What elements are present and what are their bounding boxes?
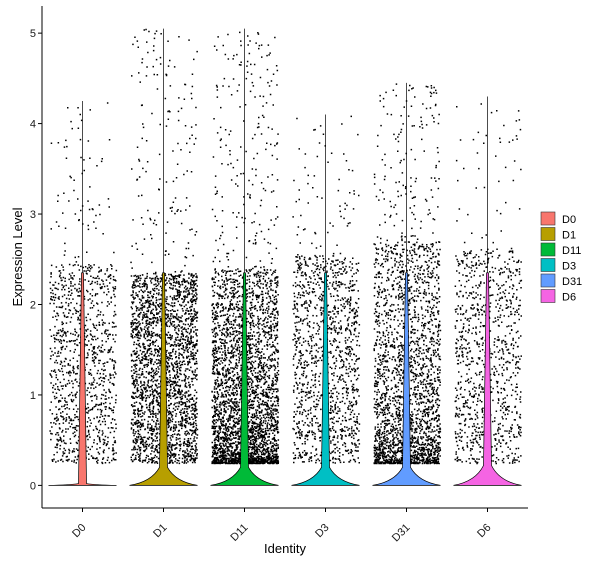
legend-swatch-D1: [540, 227, 556, 241]
points-path-D1: [130, 28, 199, 465]
x-ticks: D0 D1 D11 D3 D31 D6: [70, 508, 494, 545]
axes: [41, 6, 528, 509]
violin-D3: [291, 272, 360, 486]
x-tick-label-D31: D31: [390, 522, 413, 545]
points-path-D0: [49, 102, 118, 465]
legend-label-D31: D31: [562, 276, 582, 288]
x-axis-title: Identity: [264, 541, 306, 556]
y-axis-title: Expression Level: [10, 207, 25, 306]
legend-label-D1: D1: [562, 230, 576, 242]
x-tick-label-D1: D1: [151, 522, 169, 540]
legend-swatch-D11: [540, 242, 556, 257]
points-D11: [211, 31, 280, 465]
points-D0: [49, 102, 118, 465]
x-tick-label-D11: D11: [228, 522, 250, 544]
legend-label-D11: D11: [562, 245, 581, 257]
points-D1: [130, 28, 199, 465]
violin-D31: [372, 272, 441, 486]
legend-swatch-D6: [540, 289, 556, 303]
violins: [48, 28, 522, 486]
violin-D1: [129, 272, 198, 486]
violin-D11: [210, 272, 279, 486]
legend-swatch-D31: [540, 273, 556, 288]
x-tick-label-D3: D3: [313, 522, 331, 540]
y-tick-label-3: 3: [30, 209, 36, 221]
legend-label-D6: D6: [562, 292, 576, 304]
y-ticks: 0 1 2 3 4 5: [30, 28, 42, 492]
points-path-D11: [211, 31, 280, 465]
legend-swatch-D0: [540, 211, 556, 226]
legend: D0 D1 D11 D3 D31 D6: [540, 211, 582, 304]
x-tick-label-D0: D0: [70, 522, 88, 540]
x-tick-label-D6: D6: [475, 522, 493, 540]
y-tick-label-1: 1: [30, 390, 36, 402]
jitter-points: [49, 28, 523, 465]
y-tick-label-0: 0: [30, 480, 36, 492]
legend-label-D0: D0: [562, 214, 576, 226]
legend-label-D3: D3: [562, 261, 576, 273]
violin-D6: [453, 272, 522, 486]
y-tick-label-5: 5: [30, 28, 36, 40]
y-tick-label-2: 2: [30, 299, 36, 311]
y-tick-label-4: 4: [30, 119, 36, 131]
legend-swatch-D3: [540, 258, 556, 272]
violin-D0: [48, 272, 117, 486]
